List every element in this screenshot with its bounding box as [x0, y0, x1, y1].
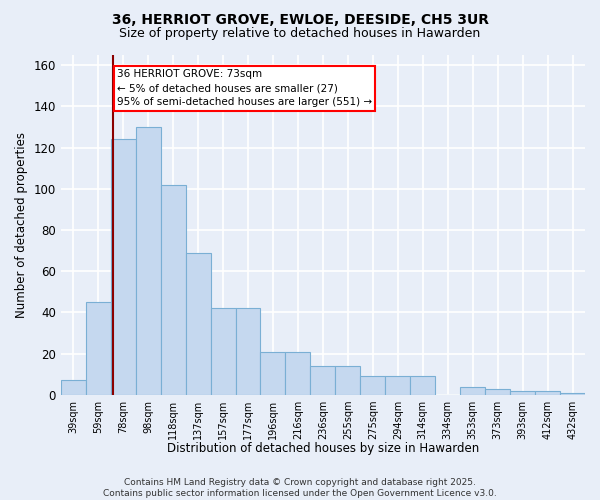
X-axis label: Distribution of detached houses by size in Hawarden: Distribution of detached houses by size … [167, 442, 479, 455]
Text: 36 HERRIOT GROVE: 73sqm
← 5% of detached houses are smaller (27)
95% of semi-det: 36 HERRIOT GROVE: 73sqm ← 5% of detached… [117, 70, 372, 108]
Bar [161, 185, 185, 395]
Bar [560, 393, 585, 395]
Bar [535, 390, 560, 395]
Bar [260, 352, 286, 395]
Text: Contains HM Land Registry data © Crown copyright and database right 2025.
Contai: Contains HM Land Registry data © Crown c… [103, 478, 497, 498]
Bar [111, 140, 136, 395]
Bar [460, 386, 485, 395]
Bar [510, 390, 535, 395]
Text: 36, HERRIOT GROVE, EWLOE, DEESIDE, CH5 3UR: 36, HERRIOT GROVE, EWLOE, DEESIDE, CH5 3… [112, 12, 488, 26]
Bar [385, 376, 410, 395]
Bar [211, 308, 236, 395]
Bar [86, 302, 111, 395]
Bar [236, 308, 260, 395]
Bar [485, 388, 510, 395]
Bar [61, 380, 86, 395]
Bar [335, 366, 361, 395]
Bar [361, 376, 385, 395]
Bar [286, 352, 310, 395]
Bar [310, 366, 335, 395]
Bar [410, 376, 435, 395]
Bar [136, 127, 161, 395]
Text: Size of property relative to detached houses in Hawarden: Size of property relative to detached ho… [119, 28, 481, 40]
Y-axis label: Number of detached properties: Number of detached properties [15, 132, 28, 318]
Bar [185, 252, 211, 395]
